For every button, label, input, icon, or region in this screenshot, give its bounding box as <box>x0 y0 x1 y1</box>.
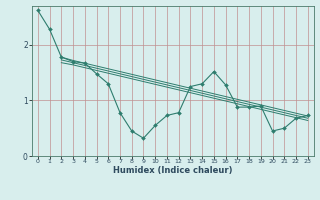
X-axis label: Humidex (Indice chaleur): Humidex (Indice chaleur) <box>113 166 233 175</box>
